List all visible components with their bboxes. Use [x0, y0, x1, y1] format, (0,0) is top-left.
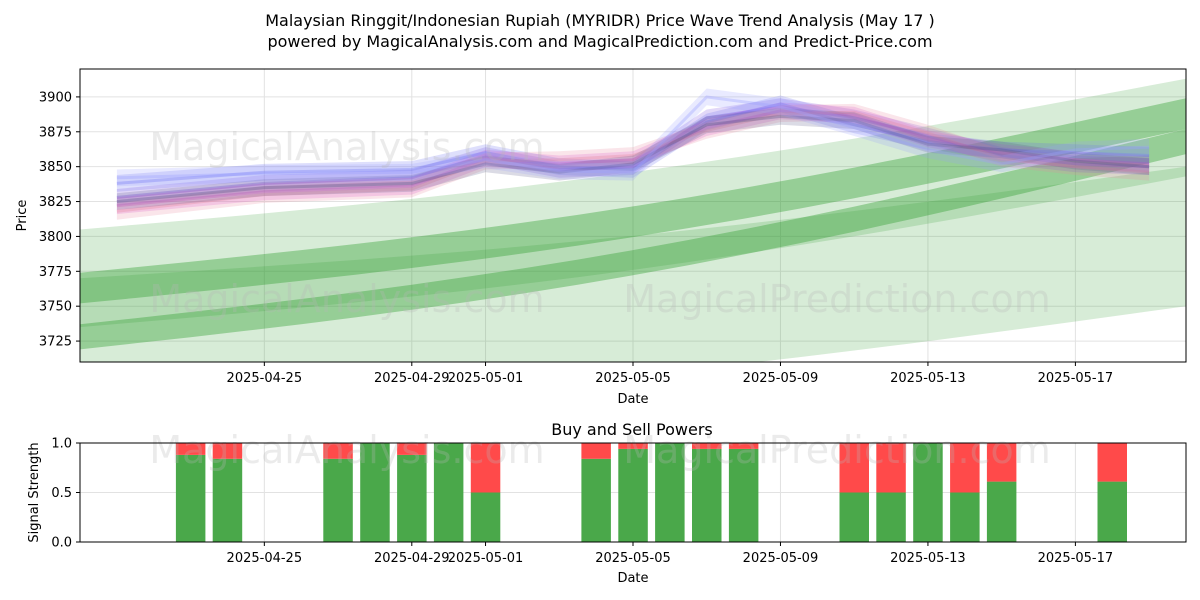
trend-band-2 — [80, 78, 1186, 328]
x-axis-label: Date — [617, 392, 648, 407]
buy-bar — [728, 448, 759, 542]
buy-bar — [470, 492, 501, 542]
signal-panel-title: Buy and Sell Powers — [551, 420, 713, 439]
x-tick-label: 2025-05-01 — [448, 551, 524, 566]
sell-bar — [470, 443, 501, 493]
y-tick-label: 1.0 — [51, 437, 72, 452]
watermark-text: MagicalPrediction.com — [623, 277, 1051, 321]
x-axis-label: Date — [617, 571, 648, 586]
y-tick-label: 3725 — [39, 335, 72, 350]
price-wave-ribbon-5 — [116, 88, 1150, 187]
sell-bar — [876, 443, 906, 493]
buy-bar — [1097, 481, 1127, 542]
y-tick-label: 3775 — [39, 265, 72, 280]
trend-band-3 — [80, 166, 1186, 362]
buy-bar — [986, 481, 1017, 542]
chart-title-line2: powered by MagicalAnalysis.com and Magic… — [267, 32, 932, 51]
buy-bar — [433, 443, 464, 542]
trend-band-0 — [80, 98, 1186, 304]
price-wave-line-1 — [116, 109, 1150, 208]
x-tick-label: 2025-05-05 — [595, 551, 671, 566]
x-tick-label: 2025-05-01 — [448, 371, 524, 386]
sell-bar — [212, 443, 243, 459]
x-tick-label: 2025-05-13 — [890, 371, 966, 386]
price-panel: MagicalAnalysis.com MagicalAnalysis.com Ma… — [15, 68, 1187, 407]
sell-bar — [175, 443, 206, 455]
price-wave-ribbon-0 — [116, 98, 1150, 206]
x-tick-label: 2025-05-17 — [1038, 371, 1114, 386]
y-tick-label: 0.5 — [51, 486, 72, 501]
x-tick-label: 2025-05-09 — [743, 371, 819, 386]
x-tick-label: 2025-05-09 — [743, 551, 819, 566]
buy-bar — [913, 443, 943, 542]
sell-bar — [839, 443, 869, 493]
y-axis-label: Signal Strength — [27, 442, 42, 542]
buy-bar — [323, 458, 353, 542]
y-tick-label: 0.0 — [51, 536, 72, 551]
y-tick-label: 3750 — [39, 300, 72, 315]
buy-bar — [950, 492, 980, 542]
buy-bar — [175, 454, 206, 542]
y-tick-label: 3850 — [39, 160, 72, 175]
buy-bar — [876, 492, 906, 542]
sell-bar — [728, 443, 759, 449]
price-plot-area — [80, 78, 1186, 362]
price-wave-ribbon-1 — [116, 102, 1150, 215]
buy-bar — [360, 443, 390, 542]
x-tick-label: 2025-05-13 — [890, 551, 966, 566]
x-tick-label: 2025-04-25 — [227, 551, 303, 566]
x-tick-label: 2025-04-29 — [374, 551, 450, 566]
buy-bar — [655, 443, 685, 542]
sell-bar — [692, 443, 722, 449]
watermark-text: MagicalPrediction.com — [623, 428, 1051, 472]
sell-bar — [950, 443, 980, 493]
price-wave-line-4 — [116, 114, 1150, 203]
sell-bar — [1097, 443, 1127, 482]
x-tick-label: 2025-05-05 — [595, 371, 671, 386]
price-wave-line-0 — [116, 105, 1150, 199]
x-tick-label: 2025-04-25 — [227, 371, 303, 386]
trend-band-1 — [80, 129, 1186, 350]
price-wave-ribbon-2 — [116, 95, 1150, 192]
y-tick-label: 3875 — [39, 125, 72, 140]
signal-panel: MagicalAnalysis.com MagicalPrediction.com… — [27, 428, 1187, 586]
sell-bar — [397, 443, 427, 455]
watermark-text: MagicalAnalysis.com — [149, 277, 544, 321]
sell-bar — [581, 443, 611, 459]
watermark-text: MagicalAnalysis.com — [149, 428, 544, 472]
price-wave-line-5 — [116, 95, 1150, 180]
watermark-text: MagicalAnalysis.com — [149, 125, 544, 169]
y-axis-label: Price — [15, 200, 30, 232]
price-wave-ribbon-3 — [116, 103, 1150, 220]
price-wave-line-2 — [116, 102, 1150, 185]
buy-bar — [692, 448, 722, 542]
y-tick-label: 3825 — [39, 195, 72, 210]
sell-bar — [323, 443, 353, 459]
buy-bar — [212, 458, 243, 542]
x-tick-label: 2025-04-29 — [374, 371, 450, 386]
price-wave-ribbon-4 — [116, 108, 1150, 210]
buy-bar — [397, 454, 427, 542]
buy-bar — [839, 492, 869, 542]
price-wave-line-3 — [116, 110, 1150, 213]
buy-bar — [581, 458, 611, 542]
x-tick-label: 2025-05-17 — [1038, 551, 1114, 566]
sell-bar — [618, 443, 648, 449]
chart-title-line1: Malaysian Ringgit/Indonesian Rupiah (MYR… — [265, 11, 935, 30]
sell-bar — [986, 443, 1017, 482]
y-tick-label: 3800 — [39, 230, 72, 245]
buy-bar — [618, 448, 648, 542]
y-tick-label: 3900 — [39, 90, 72, 105]
